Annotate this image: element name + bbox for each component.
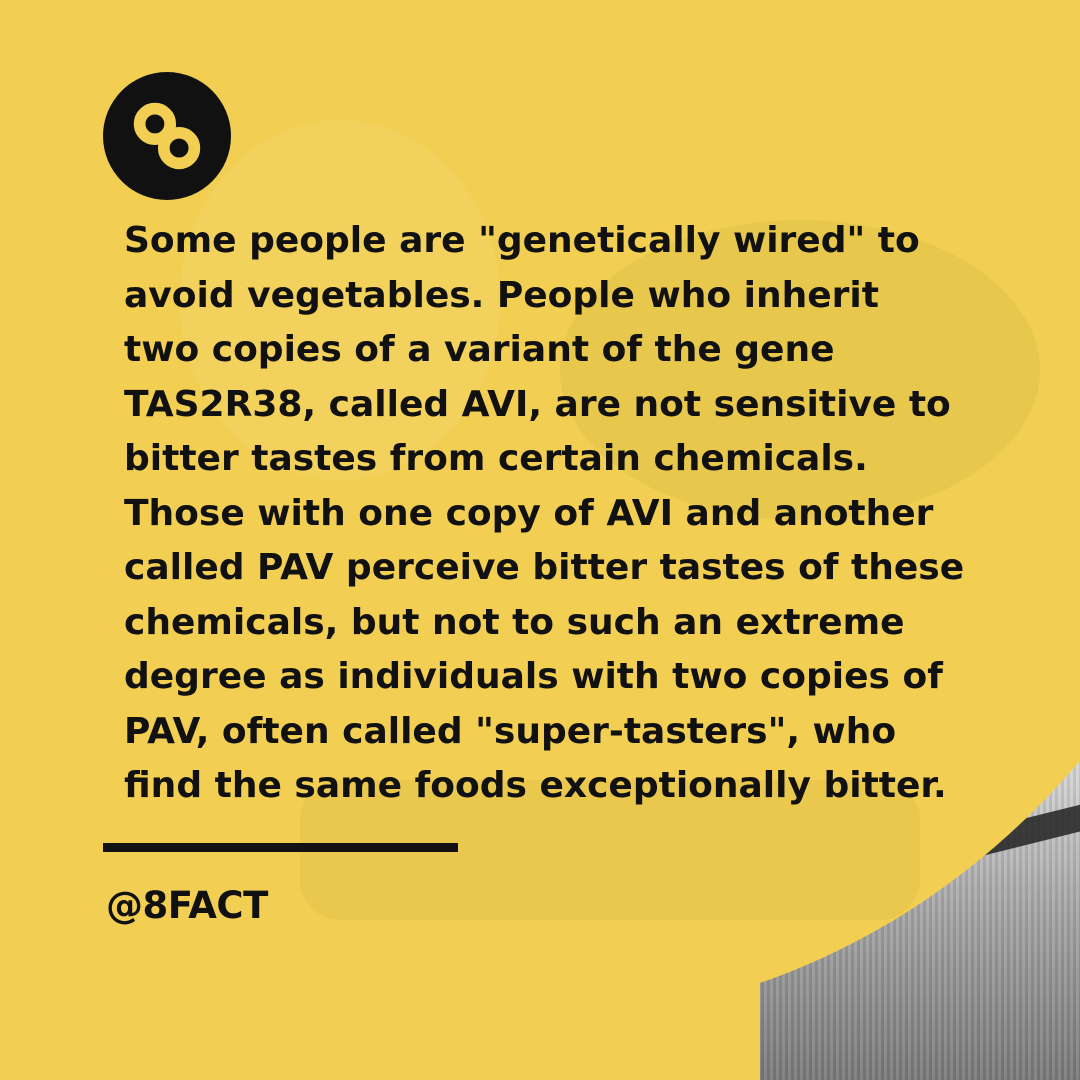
divider-line (103, 843, 458, 852)
fact-text-line: TAS2R38, called AVI, are not sensitive t… (124, 383, 951, 425)
brand-logo (103, 72, 231, 200)
fact-text-line: Those with one copy of AVI and another (124, 492, 934, 534)
fact-text-line: degree as individuals with two copies of (124, 656, 943, 697)
fact-text-line: chemicals, but not to such an extreme (124, 601, 905, 643)
fact-text-line: bitter tastes from certain chemicals. (124, 438, 868, 479)
fact-text-line: called PAV perceive bitter tastes of the… (124, 547, 965, 588)
account-handle: @8FACT (106, 884, 268, 927)
fact-text-line: find the same foods exceptionally bitter… (124, 765, 947, 806)
photo-ghost-shape (560, 220, 1040, 520)
infinity-eight-icon (133, 102, 201, 170)
fact-text-line: Some people are "genetically wired" to (124, 220, 920, 261)
fact-text-line: avoid vegetables. People who inherit (124, 274, 879, 316)
photo-ghost-shape (180, 120, 500, 480)
fact-text-line: PAV, often called "super-tasters", who (124, 710, 897, 752)
fact-text-line: two copies of a variant of the gene (124, 329, 835, 370)
fact-text: Some people are "genetically wired" to av… (124, 214, 1004, 814)
